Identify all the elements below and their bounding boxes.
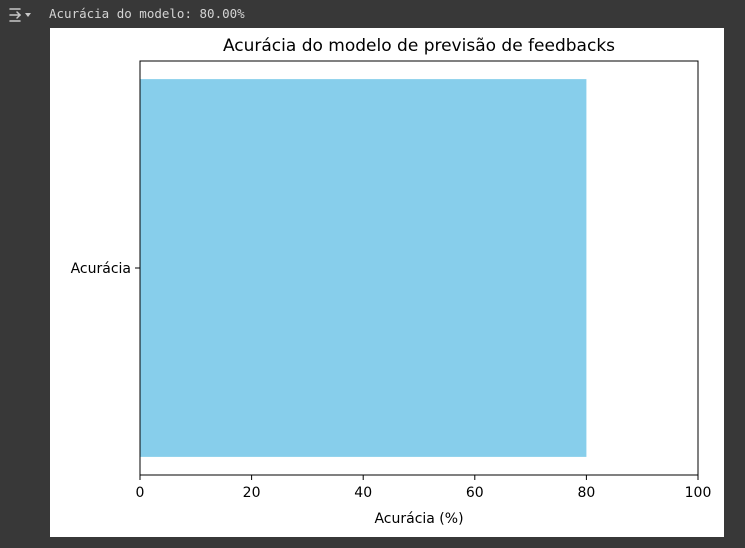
x-tick-label: 0 bbox=[136, 485, 145, 501]
y-tick-label: Acurácia bbox=[71, 261, 131, 277]
x-tick-label: 80 bbox=[577, 485, 595, 501]
stdout-text: Acurácia do modelo: 80.00% bbox=[49, 6, 245, 21]
axes-frame bbox=[139, 60, 699, 476]
bar-chart: Acurácia 0 20 40 60 80 100 Acurácia (%) Acurácia… bbox=[71, 36, 712, 527]
chart-figure: Acurácia 0 20 40 60 80 100 Acurácia (%) Acurácia… bbox=[50, 28, 724, 537]
chart-title: Acurácia do modelo de previsão de feedba… bbox=[223, 36, 615, 56]
x-tick-label: 100 bbox=[685, 485, 712, 501]
x-tick-label: 40 bbox=[354, 485, 372, 501]
x-tick-label: 60 bbox=[466, 485, 484, 501]
x-tick-label: 20 bbox=[243, 485, 261, 501]
x-axis-label: Acurácia (%) bbox=[374, 511, 463, 527]
output-toggle-icon[interactable] bbox=[8, 6, 38, 24]
bar-acurácia bbox=[140, 79, 587, 457]
